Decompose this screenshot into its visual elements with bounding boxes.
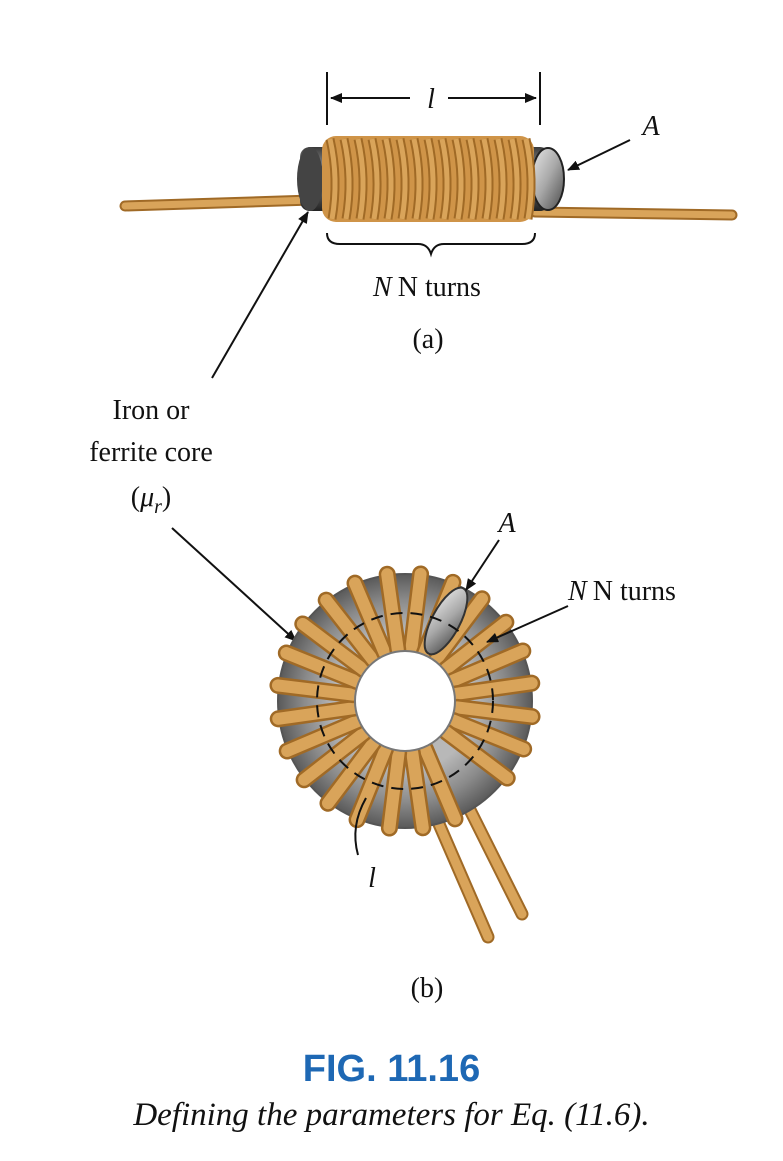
figure-number: FIG. 11.16 [302,1048,481,1090]
core-arrow-to-toroid [171,527,297,642]
core-arrow-to-rod [211,211,309,379]
coil-turn-highlight [495,138,506,220]
toroid-turn-highlight [446,644,529,687]
toroid-turn-highlight [281,715,364,758]
area-arrow-a [567,139,631,171]
coil-turn-highlight [355,138,366,220]
length-leader-b [354,797,367,856]
toroid-center-hole [354,650,456,752]
toroid-turn-highlight [296,617,370,676]
turns-arrow-b [486,605,569,643]
coil-turn-highlight [481,138,492,220]
length-label-b: l [368,863,376,894]
toroid-cross-section [423,586,469,656]
core-label-line1: Iron or [113,395,191,426]
toroid-turn-highlight [348,577,391,660]
figure-caption: Defining the parameters for Eq. (11.6). [133,1097,650,1133]
turns-brace [326,232,536,258]
core-label-line2: ferrite core [89,437,213,468]
toroid-turn-highlight [430,592,489,666]
coil-turn-highlight [369,138,380,220]
toroid-turn-highlight [450,701,539,723]
toroid-turn-highlight [406,746,429,834]
toroid-turn-highlight [450,677,538,700]
mean-path-dashed [316,612,494,790]
rod-left-end [297,147,323,211]
coil-turn-highlight [453,138,464,220]
toroid-turn-highlight [447,714,530,755]
coil-turns [325,138,536,220]
coil-turn-highlight [411,138,422,220]
toroid-turn-highlight [383,746,405,835]
toroid-turn-highlight [280,647,363,688]
area-label-a: A [640,111,660,142]
length-label-a: l [427,84,435,115]
toroid-turn-highlight [381,568,404,656]
turns-word-a: N turns [398,272,481,303]
coil-turn-highlight [467,138,478,220]
rod-end-face [531,147,565,211]
coil-turn-highlight [509,138,520,220]
toroid-turn-highlight [405,567,427,656]
area-arrow-b [465,539,500,591]
coil-turn-highlight [397,138,408,220]
toroid-turn-highlight [321,736,380,810]
coil-turn-highlight [327,138,338,220]
toroid-turn-highlight [440,726,514,785]
coil-turn-highlight [439,138,450,220]
toroid-turn-highlight [439,616,512,675]
permeability-label: (μr) [131,482,172,518]
toroid-turn-highlight [320,594,379,667]
toroid-turn-highlight [298,727,371,786]
area-label-b: A [496,508,516,539]
coil-turn-highlight [425,138,436,220]
coil-turn-highlight [383,138,394,220]
sub-label-a: (a) [412,324,443,355]
toroid-turn-highlight [419,742,462,825]
coil-turn-highlight [341,138,352,220]
toroid-turn-highlight [272,702,360,725]
sub-label-b: (b) [411,973,444,1004]
toroid-turn-highlight [271,679,360,701]
turns-word-b: N turns [593,576,676,607]
coil-turn-highlight [523,138,534,220]
core-callout: Iron or ferrite core (μr) [89,211,309,642]
